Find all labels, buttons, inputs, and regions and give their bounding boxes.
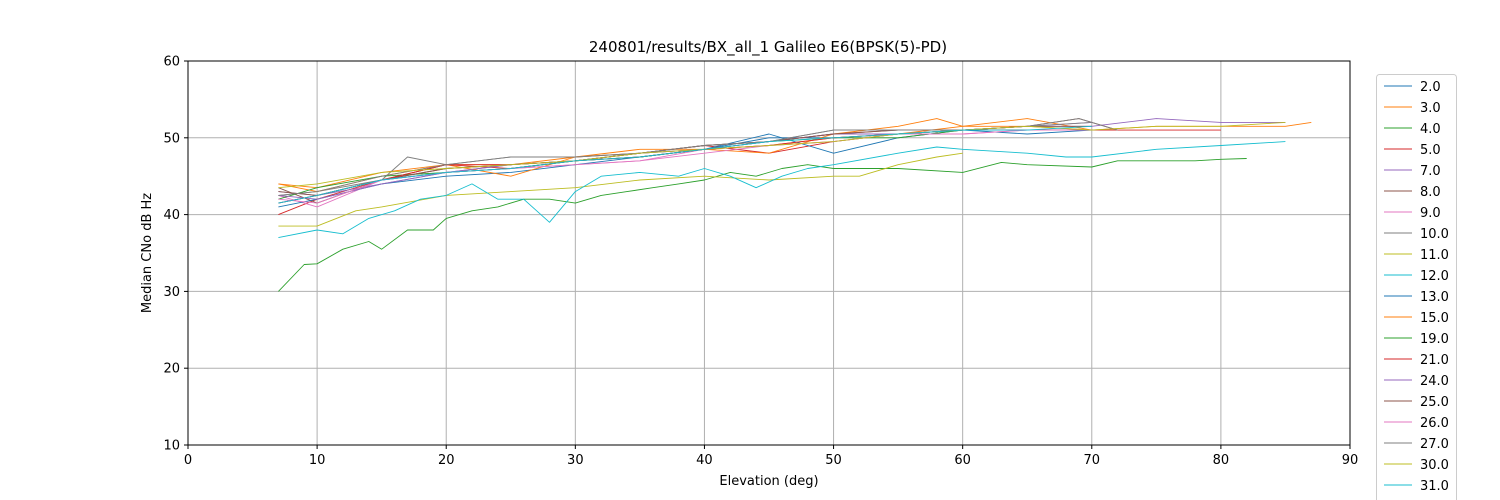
x-tick-label: 20 (438, 453, 455, 468)
series-line (278, 125, 1092, 196)
legend-label: 11.0 (1420, 248, 1449, 263)
series-line (278, 125, 1092, 204)
series-line (278, 158, 1247, 292)
legend-label: 21.0 (1420, 353, 1449, 368)
series-line (278, 152, 963, 227)
y-tick-label: 10 (163, 439, 180, 454)
legend-label: 9.0 (1420, 206, 1441, 221)
x-tick-label: 10 (309, 453, 326, 468)
series-line (278, 129, 1092, 204)
legend-label: 5.0 (1420, 143, 1441, 158)
legend-label: 8.0 (1420, 185, 1441, 200)
legend-label: 19.0 (1420, 332, 1449, 347)
legend: 2.0 3.0 4.0 5.0 7.0 8.0 9.0 10.0 11.0 12.0 13.0 15.… (1376, 74, 1457, 500)
legend-label: 15.0 (1420, 311, 1449, 326)
legend-label: 12.0 (1420, 269, 1449, 284)
x-tick-label: 40 (696, 453, 713, 468)
x-tick-label: 80 (1213, 453, 1230, 468)
x-tick-label: 0 (184, 453, 192, 468)
series-line (278, 129, 1092, 208)
series-line (278, 118, 1118, 204)
legend-label: 30.0 (1420, 458, 1449, 473)
x-tick-label: 30 (567, 453, 584, 468)
legend-label: 3.0 (1420, 101, 1441, 116)
series-line (278, 129, 1092, 208)
legend-label: 4.0 (1420, 122, 1441, 137)
x-tick-label: 70 (1084, 453, 1101, 468)
legend-label: 27.0 (1420, 437, 1449, 452)
legend-label: 7.0 (1420, 164, 1441, 179)
x-tick-label: 50 (825, 453, 842, 468)
x-tick-label: 90 (1342, 453, 1359, 468)
y-axis-label: Median CNo dB Hz (140, 193, 155, 313)
y-tick-label: 40 (163, 208, 180, 223)
series-line (278, 121, 1286, 189)
series-line (278, 141, 1286, 239)
legend-label: 31.0 (1420, 479, 1449, 494)
legend-label: 24.0 (1420, 374, 1449, 389)
legend-label: 10.0 (1420, 227, 1449, 242)
series-line (278, 121, 1092, 196)
legend-box (1376, 74, 1457, 500)
x-axis-ticks: 0 10 20 30 40 50 60 70 80 90 (184, 445, 1358, 468)
y-axis-ticks: 10 20 30 40 50 60 (163, 55, 188, 454)
series-line (278, 129, 1092, 204)
y-tick-label: 20 (163, 362, 180, 377)
chart-title: 240801/results/BX_all_1 Galileo E6(BPSK(… (589, 38, 947, 57)
y-tick-label: 50 (163, 131, 180, 146)
grid-lines (187, 60, 1351, 446)
series-line (278, 129, 1092, 200)
data-lines (278, 118, 1312, 292)
legend-label: 25.0 (1420, 395, 1449, 410)
x-axis-label: Elevation (deg) (719, 474, 818, 489)
y-tick-label: 30 (163, 285, 180, 300)
x-tick-label: 60 (954, 453, 971, 468)
legend-label: 26.0 (1420, 416, 1449, 431)
legend-label: 13.0 (1420, 290, 1449, 305)
series-line (278, 129, 1092, 204)
legend-label: 2.0 (1420, 80, 1441, 95)
plot-frame (187, 60, 1351, 446)
y-tick-label: 60 (163, 55, 180, 70)
